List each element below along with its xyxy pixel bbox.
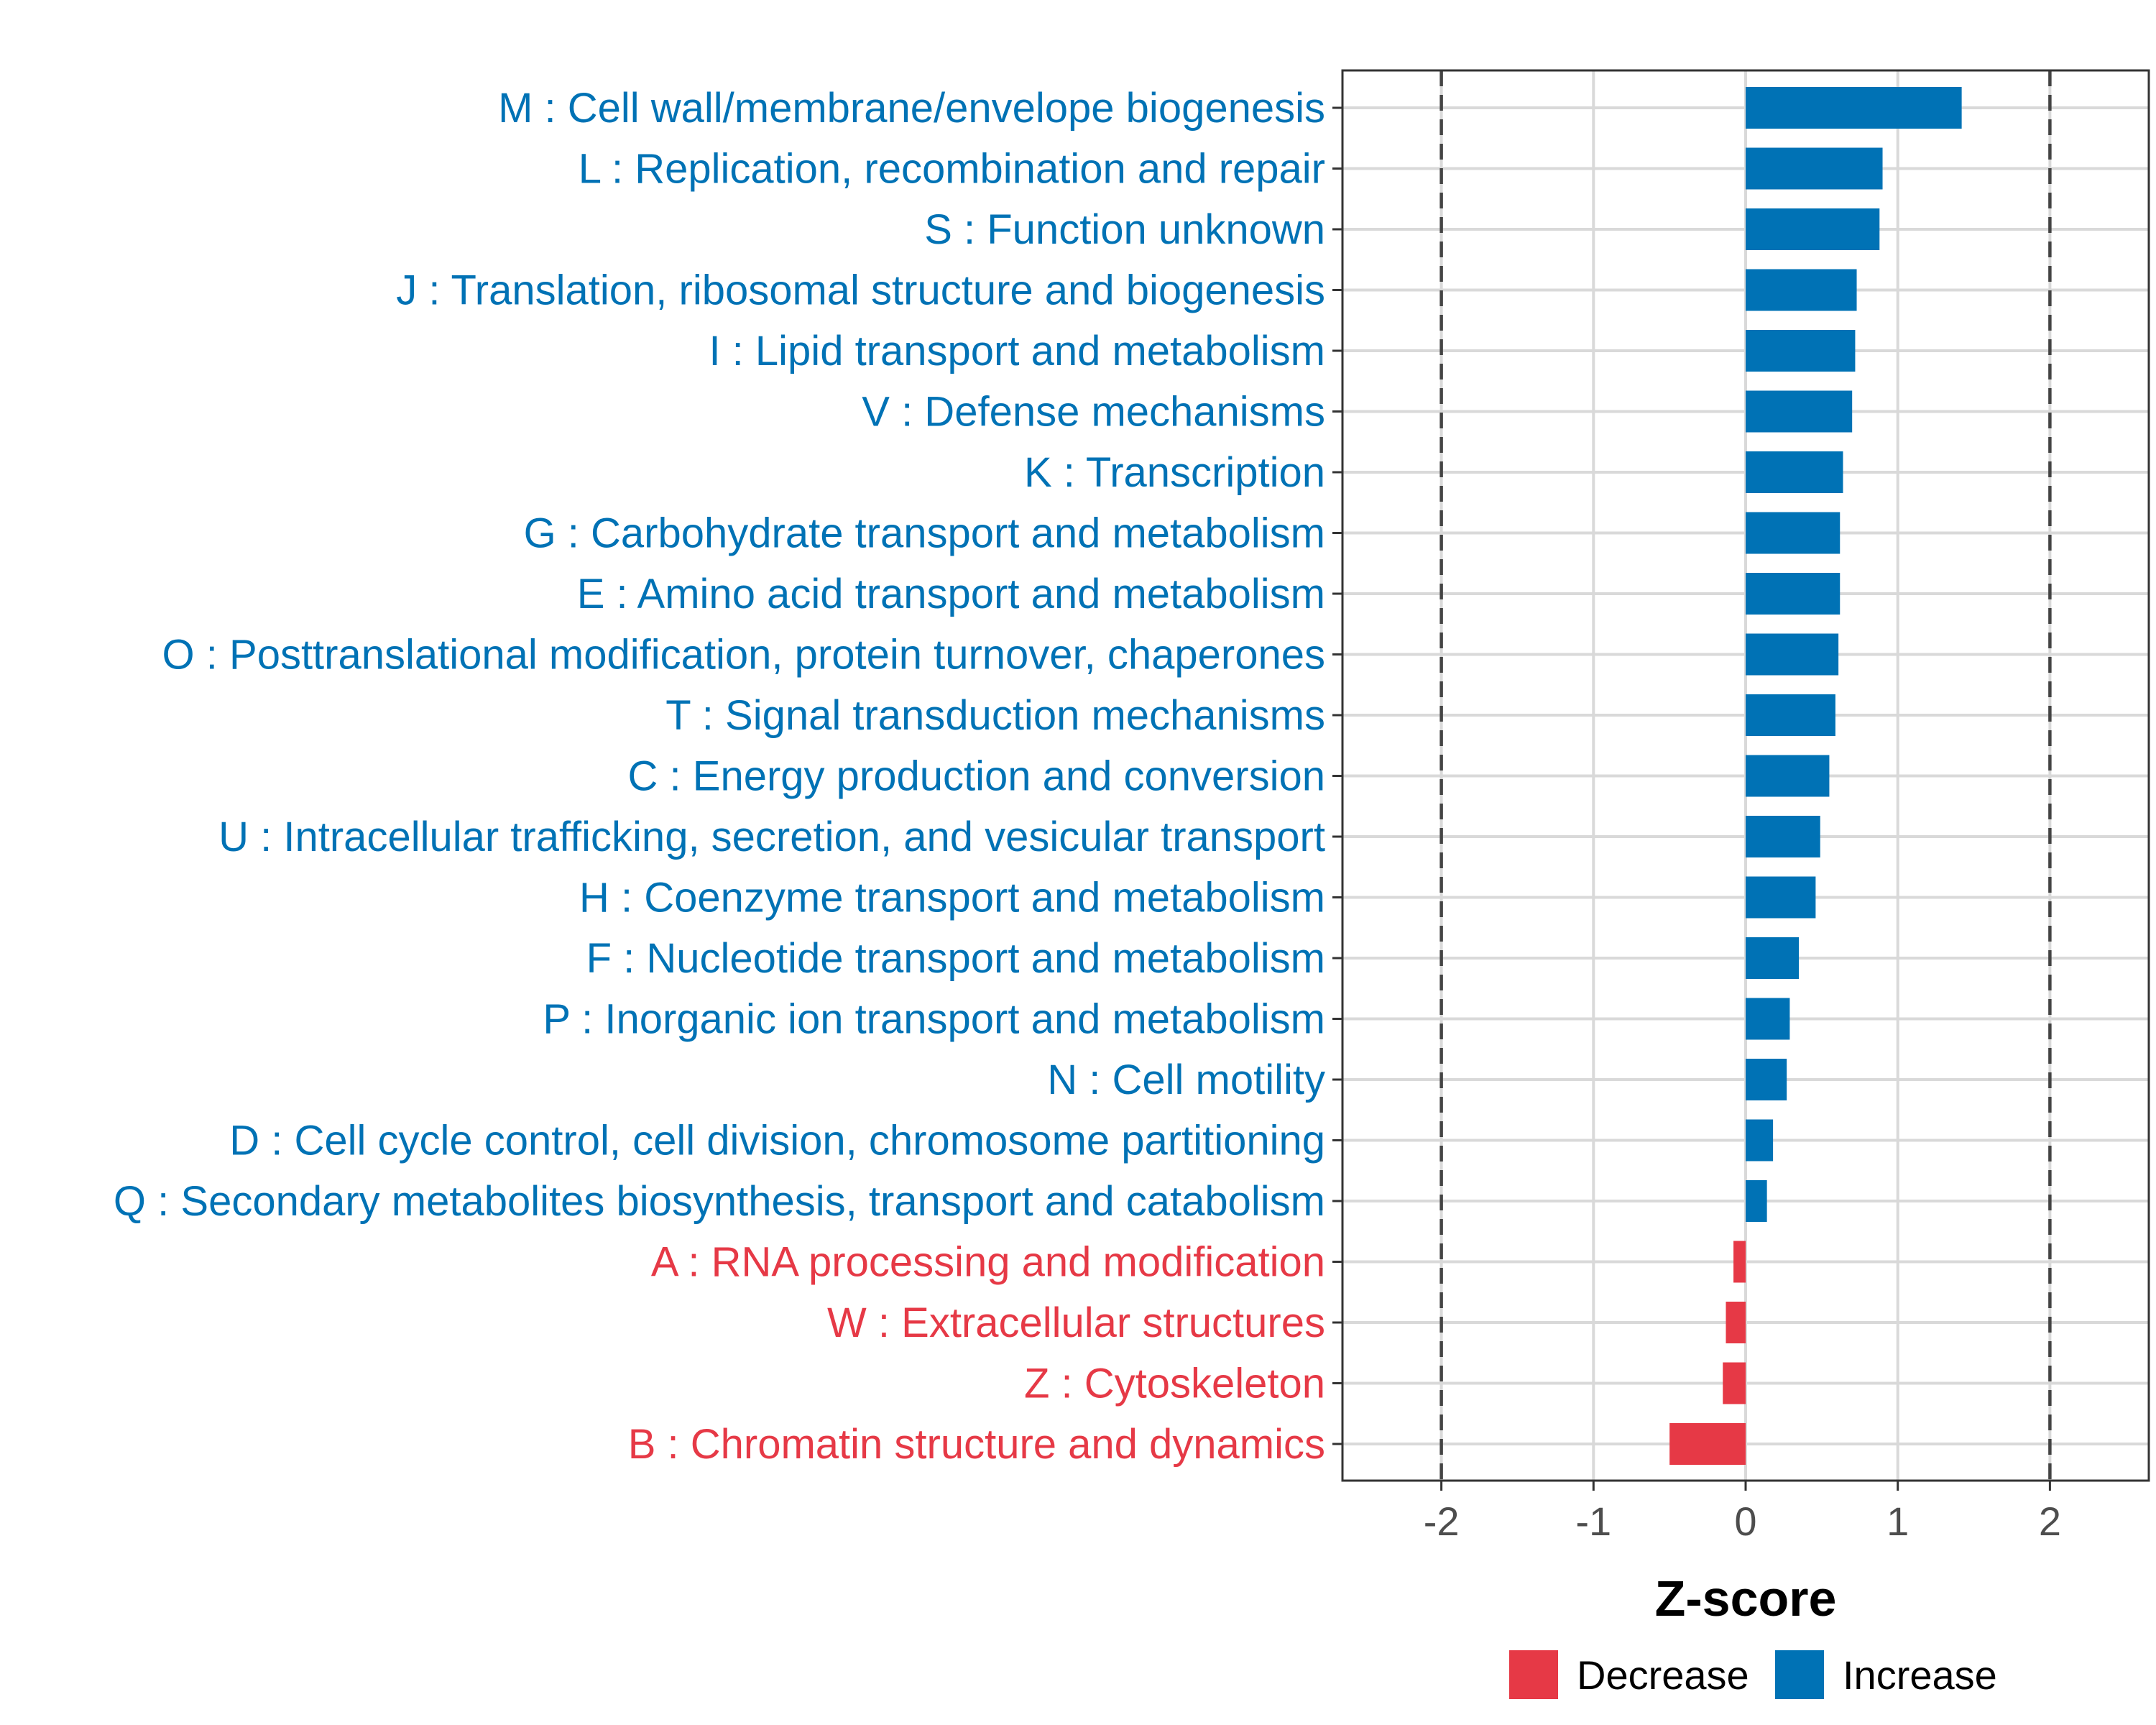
category-label: U : Intracellular trafficking, secretion… [218,814,1325,860]
bar [1746,451,1843,493]
category-label: Z : Cytoskeleton [1024,1361,1325,1407]
bar [1746,633,1839,676]
category-label: G : Carbohydrate transport and metabolis… [524,510,1325,557]
category-label: L : Replication, recombination and repai… [579,146,1325,193]
x-tick-label: 1 [1886,1499,1909,1544]
x-tick-label: -1 [1575,1499,1611,1544]
y-axis-ticks [1332,106,1342,1445]
category-label: N : Cell motility [1047,1057,1325,1103]
legend-swatch-decrease [1509,1650,1558,1699]
x-tick-label: -2 [1424,1499,1460,1544]
category-label: Q : Secondary metabolites biosynthesis, … [114,1178,1325,1225]
category-label: A : RNA processing and modification [651,1239,1325,1286]
legend: Decrease Increase [1509,1650,1997,1699]
bar [1746,1059,1787,1100]
bar [1733,1241,1746,1283]
bar [1746,390,1853,433]
category-label: M : Cell wall/membrane/envelope biogenes… [498,85,1325,132]
category-label: F : Nucleotide transport and metabolism [586,935,1325,982]
bar [1746,694,1835,736]
bar [1746,208,1880,250]
category-label: T : Signal transduction mechanisms [665,692,1325,739]
category-label: C : Energy production and conversion [628,753,1325,800]
bar [1746,330,1856,372]
category-label: P : Inorganic ion transport and metaboli… [543,996,1325,1043]
bar [1746,937,1800,979]
bar [1746,512,1841,554]
category-label: O : Posttranslational modification, prot… [162,632,1325,678]
category-label: J : Translation, ribosomal structure and… [396,267,1325,314]
bar [1746,1119,1774,1162]
bars [1669,87,1962,1465]
bar [1746,816,1820,857]
bar [1726,1302,1746,1343]
bar [1746,1180,1767,1222]
category-label: I : Lipid transport and metabolism [709,328,1325,374]
bar [1746,755,1830,797]
bar [1746,87,1962,129]
bar [1746,147,1883,190]
bar [1746,269,1857,311]
x-axis-title: Z-score [1655,1570,1837,1627]
bar [1746,998,1790,1040]
bar [1746,876,1816,919]
category-label: W : Extracellular structures [827,1300,1325,1346]
bar [1746,573,1841,615]
category-label: H : Coenzyme transport and metabolism [579,875,1325,921]
category-labels: M : Cell wall/membrane/envelope biogenes… [114,85,1325,1468]
x-tick-label: 2 [2039,1499,2061,1544]
legend-swatch-increase [1775,1650,1824,1699]
x-tick-labels: -2 -1 0 1 2 [1424,1499,2061,1544]
bar [1669,1423,1746,1465]
legend-label-decrease: Decrease [1577,1652,1749,1698]
bar [1723,1362,1746,1404]
x-axis-ticks [1440,1481,2051,1491]
threshold-lines [1439,70,2052,1481]
legend-label-increase: Increase [1843,1652,1997,1698]
category-label: S : Function unknown [924,206,1325,253]
category-label: E : Amino acid transport and metabolism [577,571,1325,617]
category-label: B : Chromatin structure and dynamics [628,1421,1325,1468]
category-label: K : Transcription [1024,449,1325,496]
category-label: D : Cell cycle control, cell division, c… [229,1118,1325,1164]
category-label: V : Defense mechanisms [862,389,1325,436]
x-tick-label: 0 [1734,1499,1756,1544]
